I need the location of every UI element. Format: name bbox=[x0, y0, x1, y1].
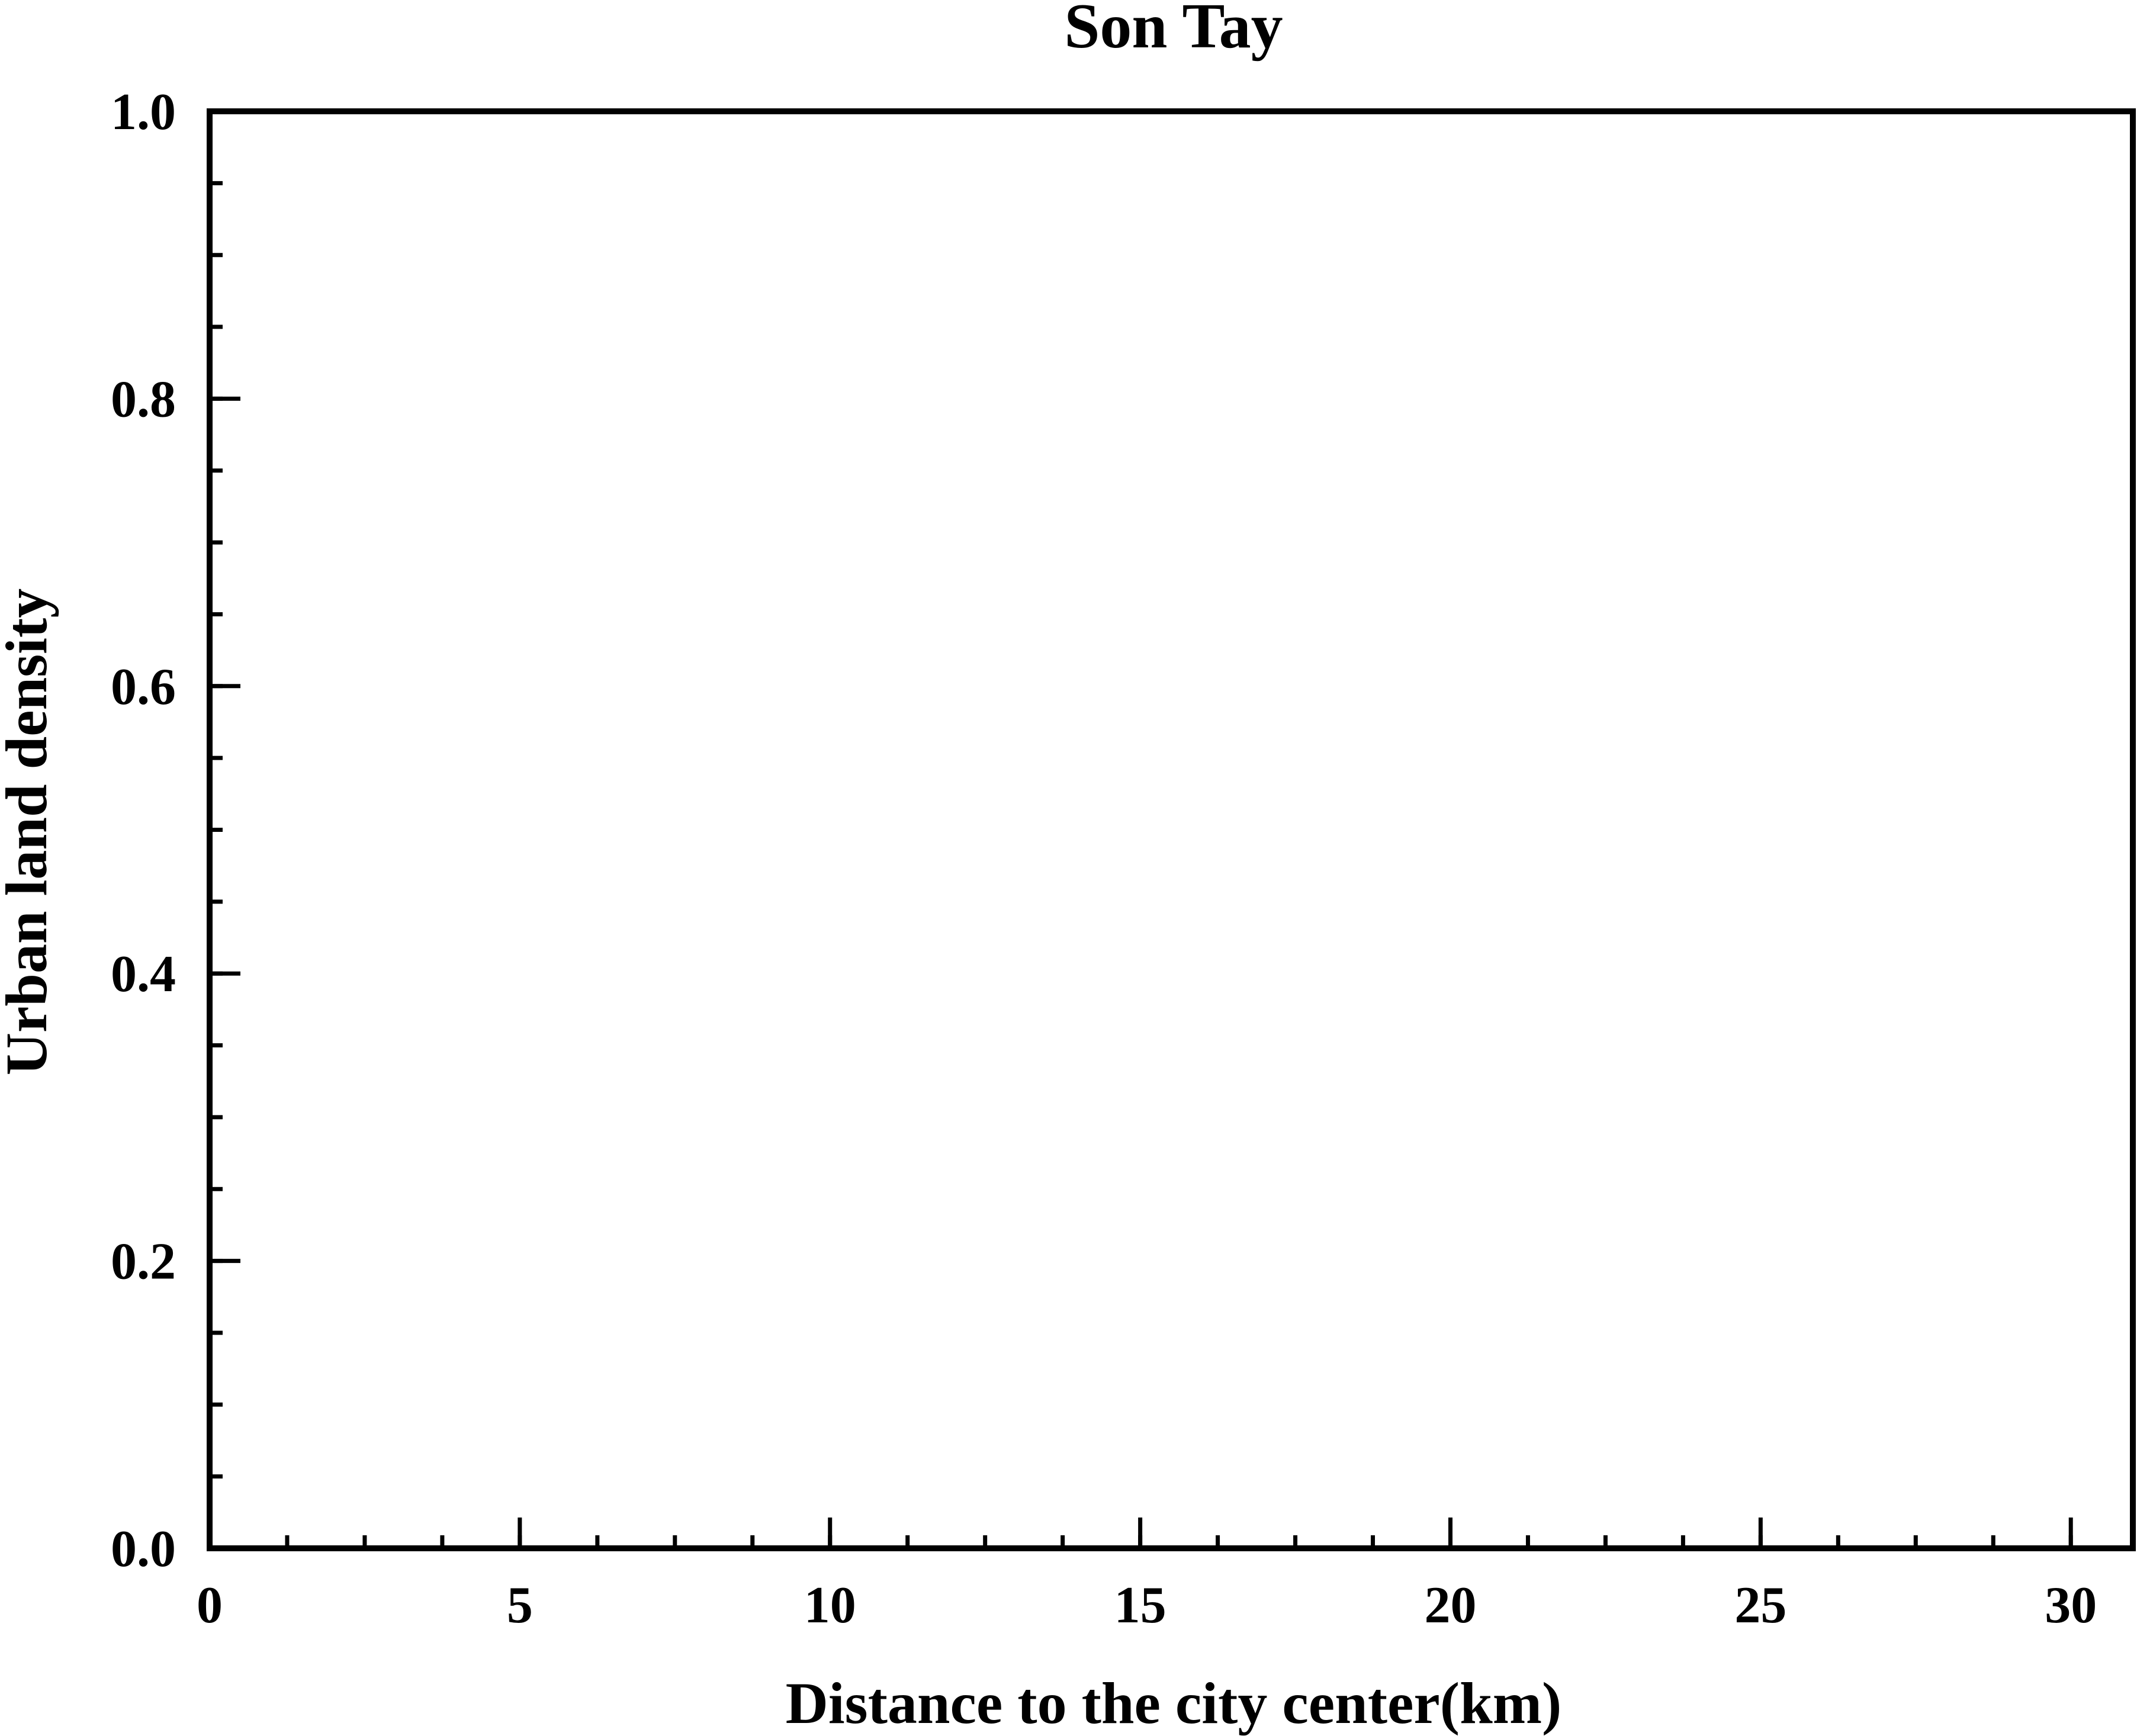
y-axis-label: Urban land density bbox=[0, 589, 59, 1075]
axis-ticks bbox=[207, 109, 2073, 1551]
plot-frame bbox=[207, 108, 2136, 1551]
x-tick-label: 0 bbox=[197, 1577, 223, 1634]
chart-title: Son Tay bbox=[1064, 0, 1283, 62]
y-tick-label: 0.8 bbox=[111, 371, 176, 428]
y-tick-label: 0.4 bbox=[111, 946, 176, 1003]
x-tick-label: 25 bbox=[1734, 1577, 1786, 1634]
y-tick-label: 0.6 bbox=[111, 658, 176, 716]
x-tick-label: 15 bbox=[1114, 1577, 1166, 1634]
x-tick-label: 20 bbox=[1424, 1577, 1476, 1634]
y-tick-label: 0.0 bbox=[111, 1520, 176, 1578]
x-tick-label: 5 bbox=[507, 1577, 533, 1634]
x-axis-label: Distance to the city center(km) bbox=[786, 1670, 1562, 1736]
axis-tick-labels: 0 5 10 15 20 25 30 0.0 0.2 0.4 0.6 0.8 1.0 bbox=[111, 83, 2097, 1634]
y-tick-label: 0.2 bbox=[111, 1233, 176, 1291]
x-tick-label: 10 bbox=[804, 1577, 856, 1634]
x-tick-label: 30 bbox=[2045, 1577, 2097, 1634]
y-tick-label: 1.0 bbox=[111, 83, 176, 141]
